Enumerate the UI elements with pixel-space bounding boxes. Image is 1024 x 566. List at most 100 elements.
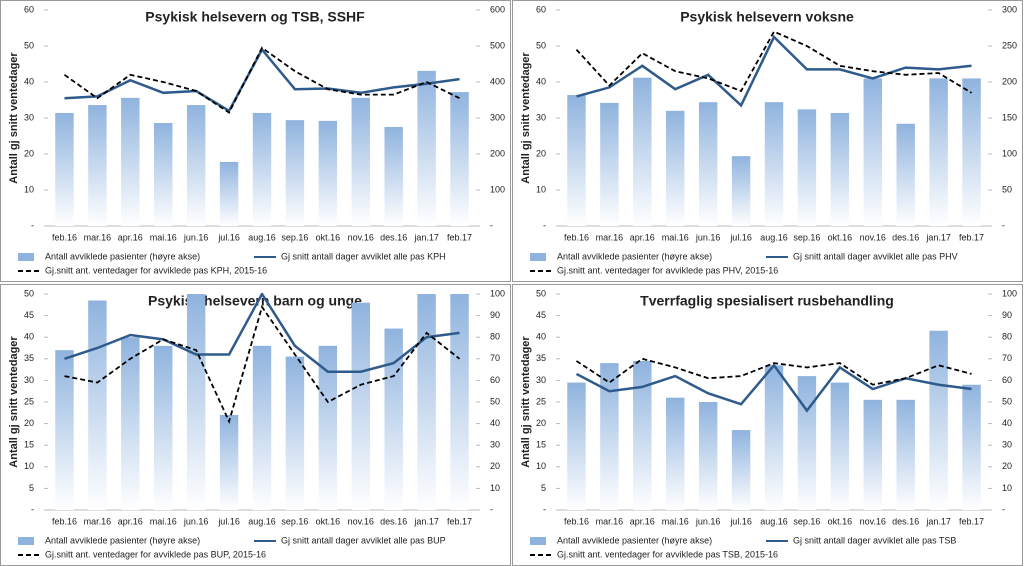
y2-tick-label: - — [1002, 220, 1005, 230]
y-tick-label: 20 — [24, 418, 34, 428]
x-tick-label: mai.16 — [662, 516, 689, 526]
x-tick-label: jan.17 — [925, 232, 951, 242]
bar — [252, 345, 272, 510]
y-tick-label: 35 — [536, 353, 546, 363]
y2-tick-label: 600 — [490, 4, 505, 14]
x-tick-label: jul.16 — [729, 232, 752, 242]
bar — [731, 156, 751, 226]
x-tick-label: okt.16 — [828, 232, 853, 242]
bar — [600, 102, 619, 226]
x-tick-label: aug.16 — [248, 232, 276, 242]
plot-area — [567, 330, 981, 510]
y-tick-label: 50 — [24, 288, 34, 298]
x-tick-label: feb.17 — [447, 516, 472, 526]
x-tick-label: mar.16 — [596, 232, 624, 242]
x-tick-label: jan.17 — [925, 516, 951, 526]
y2-tick-label: 80 — [1002, 332, 1012, 342]
y2-tick-label: 400 — [490, 76, 505, 86]
y2-tick-label: 60 — [490, 375, 500, 385]
x-tick-label: sep.16 — [793, 516, 820, 526]
y-tick-label: 60 — [24, 4, 34, 14]
y2-tick-label: 40 — [1002, 418, 1012, 428]
line-series — [576, 34, 972, 108]
y2-tick-label: - — [490, 220, 493, 230]
y-tick-label: 50 — [24, 40, 34, 50]
line-series — [64, 293, 460, 374]
bar — [450, 294, 469, 510]
legend-label: Antall avviklede pasienter (høyre akse) — [557, 535, 712, 545]
legend-swatch — [18, 253, 34, 261]
x-tick-label: feb.17 — [447, 232, 472, 242]
x-tick-label: okt.16 — [316, 516, 341, 526]
legend-label: Antall avviklede pasienter (høyre akse) — [557, 251, 712, 261]
y-tick-label: 15 — [536, 440, 546, 450]
bar — [567, 382, 586, 510]
y-tick-label: 5 — [29, 483, 34, 493]
y-axis-label: Antall gj snitt ventedager — [520, 52, 532, 184]
y-tick-label: 5 — [541, 483, 546, 493]
y2-tick-label: 90 — [490, 310, 500, 320]
legend-label: Gj.snitt ant. ventedager for avviklede p… — [45, 549, 266, 559]
bar — [764, 365, 784, 510]
y2-tick-label: 50 — [1002, 184, 1012, 194]
bar — [450, 92, 469, 226]
bar — [154, 345, 173, 510]
bar — [285, 356, 305, 510]
bar — [121, 337, 140, 510]
bar — [55, 350, 74, 510]
y-tick-label: 50 — [536, 40, 546, 50]
legend-swatch — [530, 253, 546, 261]
y-axis-label: Antall gj snitt ventedager — [8, 336, 20, 468]
bar — [929, 78, 948, 226]
y2-tick-label: 200 — [490, 148, 505, 158]
chart-title: Psykisk helsevern og TSB, SSHF — [145, 9, 365, 25]
y2-tick-label: 300 — [490, 112, 505, 122]
bar — [698, 102, 718, 226]
x-tick-label: apr.16 — [630, 516, 655, 526]
x-tick-label: nov.16 — [348, 516, 374, 526]
x-tick-label: feb.17 — [959, 232, 984, 242]
y-tick-label: 30 — [536, 112, 546, 122]
bar — [219, 414, 239, 510]
y-tick-label: - — [31, 220, 34, 230]
bar — [351, 302, 370, 510]
line-series — [575, 357, 972, 386]
y-tick-label: 35 — [24, 353, 34, 363]
y-tick-label: 30 — [536, 375, 546, 385]
y2-tick-label: 100 — [1002, 288, 1017, 298]
x-tick-label: jun.16 — [695, 232, 721, 242]
bar — [863, 399, 882, 510]
y2-tick-label: - — [1002, 504, 1005, 514]
y2-tick-label: 100 — [490, 288, 505, 298]
chart-panel: Psykisk helsevern voksne Antall gj snitt … — [512, 0, 1023, 282]
y2-tick-label: 30 — [1002, 440, 1012, 450]
y-tick-label: 10 — [24, 184, 34, 194]
bar — [731, 430, 751, 510]
y-tick-label: 45 — [536, 310, 546, 320]
plot-area — [567, 30, 981, 226]
x-tick-label: feb.16 — [564, 232, 589, 242]
x-tick-label: nov.16 — [348, 232, 374, 242]
x-tick-label: des.16 — [892, 516, 919, 526]
bar — [962, 78, 981, 226]
x-tick-label: mai.16 — [150, 516, 177, 526]
bar — [797, 109, 817, 226]
y-tick-label: 25 — [24, 396, 34, 406]
legend-label: Gj.snitt ant. ventedager for avviklede p… — [45, 265, 267, 275]
y-tick-label: 25 — [536, 396, 546, 406]
plot-area — [55, 46, 469, 226]
y-tick-label: 15 — [24, 440, 34, 450]
bar — [252, 112, 272, 226]
y2-tick-label: 500 — [490, 40, 505, 50]
y2-tick-label: 200 — [1002, 76, 1017, 86]
y-tick-label: 10 — [536, 184, 546, 194]
bar — [285, 120, 305, 226]
legend-swatch — [530, 537, 546, 545]
x-tick-label: apr.16 — [118, 232, 143, 242]
bar — [929, 330, 948, 510]
line-series — [63, 46, 460, 114]
x-tick-label: okt.16 — [828, 516, 853, 526]
bar — [896, 399, 915, 510]
